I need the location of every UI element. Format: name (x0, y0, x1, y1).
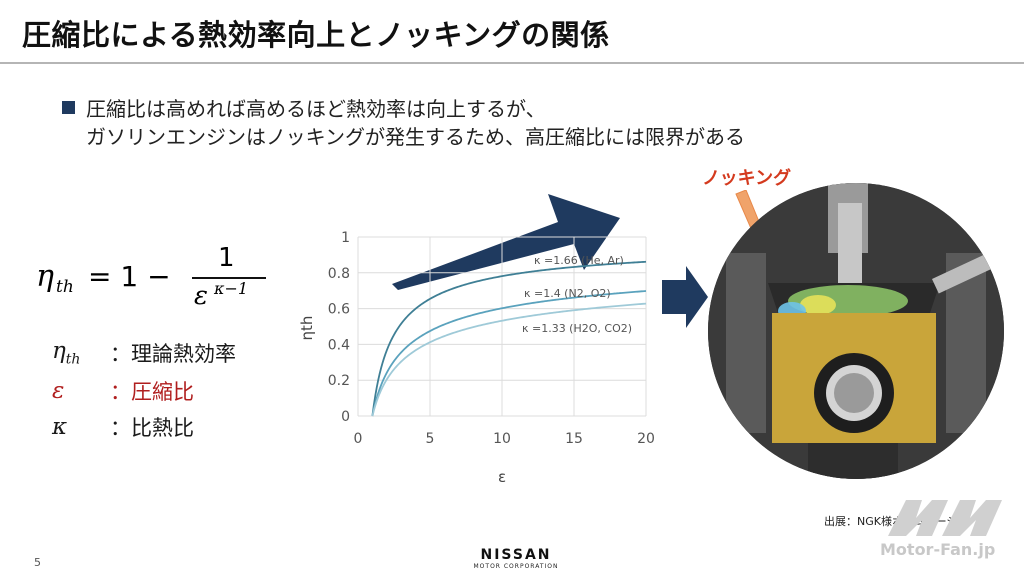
watermark-logo-icon (888, 500, 1002, 536)
x-axis-label: ε (498, 468, 506, 486)
engine-cross-section-image (708, 183, 1004, 479)
formula-eta-sub: th (56, 277, 74, 297)
formula-exponent: κ−1 (213, 279, 248, 298)
series-label: κ =1.33 (H2O, CO2) (522, 322, 632, 335)
series-line (371, 290, 647, 417)
legend-eta-label: ：理論熱効率 (110, 342, 236, 366)
y-tick-label: 0 (341, 409, 350, 425)
trend-arrow-icon (392, 194, 620, 290)
y-tick-label: 1 (341, 230, 350, 246)
legend-epsilon-symbol: ε (52, 378, 65, 404)
series-label: κ =1.4 (N2, O2) (524, 287, 611, 300)
x-tick-label: 15 (565, 431, 583, 447)
legend-kappa-symbol: κ (52, 414, 68, 440)
efficiency-formula: η th = 1 − 1 ε κ−1 (36, 243, 266, 308)
y-axis-label: ηth (298, 316, 316, 341)
formula-numerator: 1 (218, 243, 235, 273)
bullet-line-2: ガソリンエンジンはノッキングが発生するため、高圧縮比には限界がある (86, 125, 745, 149)
watermark-text: Motor-Fan.jp (880, 540, 996, 559)
bullet-point: 圧縮比は高めれば高めるほど熱効率は向上するが、 ガソリンエンジンはノッキングが発… (62, 95, 745, 151)
page-title: 圧縮比による熱効率向上とノッキングの関係 (22, 18, 610, 52)
page-number: 5 (34, 556, 41, 569)
y-tick-label: 0.6 (328, 302, 350, 318)
bullet-line-1: 圧縮比は高めれば高めるほど熱効率は向上するが、 (86, 97, 546, 121)
legend-eta-symbol: ηth (52, 338, 81, 368)
efficiency-chart: 0 0.2 0.4 0.6 0.8 1 0 5 10 15 20 κ =1.66 (He, Ar)… (298, 230, 655, 486)
legend-epsilon-label: ：圧縮比 (110, 380, 194, 404)
y-tick-label: 0.4 (328, 337, 350, 353)
series-label: κ =1.66 (He, Ar) (534, 254, 624, 267)
legend-eta: ηth ：理論熱効率 (52, 338, 236, 368)
brand-sub: MOTOR CORPORATION (473, 563, 559, 570)
series-line (371, 302, 647, 417)
series-line (371, 260, 647, 417)
formula-epsilon: ε (194, 281, 208, 308)
brand-name: NISSAN (480, 547, 552, 563)
x-tick-label: 10 (493, 431, 511, 447)
nissan-logo: NISSAN MOTOR CORPORATION (464, 547, 568, 571)
x-tick-label: 5 (426, 431, 435, 447)
formula-eta: η (36, 259, 54, 294)
bullet-square-icon (62, 101, 75, 114)
formula-equals: = 1 − (88, 260, 171, 293)
title-divider (0, 62, 1024, 64)
legend-epsilon: ε ：圧縮比 (52, 376, 194, 406)
right-arrow-icon (662, 266, 708, 328)
knocking-label: ノッキング (702, 168, 792, 189)
y-tick-label: 0.8 (328, 266, 350, 282)
y-tick-label: 0.2 (328, 373, 350, 389)
x-tick-label: 0 (354, 431, 363, 447)
legend-kappa-label: ：比熱比 (110, 416, 194, 440)
legend-kappa: κ ：比熱比 (52, 412, 194, 442)
x-tick-label: 20 (637, 431, 655, 447)
